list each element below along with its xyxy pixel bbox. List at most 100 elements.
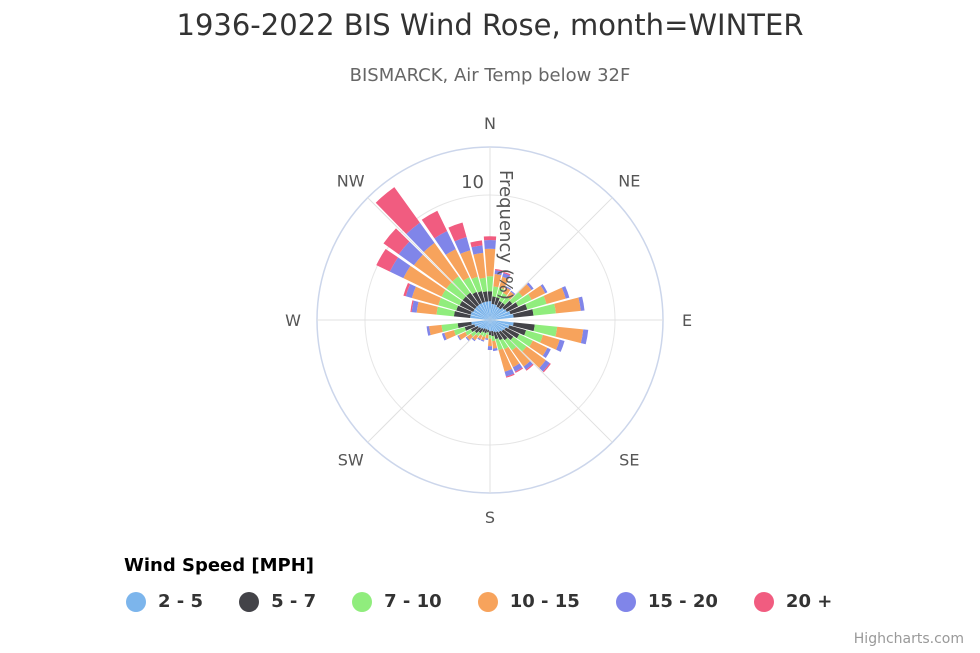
- wind-bar-segment[interactable]: [479, 320, 490, 329]
- wind-bar-segment[interactable]: [490, 304, 497, 320]
- wind-bar-segment[interactable]: [411, 300, 419, 313]
- wind-bar-segment[interactable]: [542, 363, 551, 373]
- wind-bar-segment[interactable]: [502, 296, 511, 305]
- wind-bar-segment[interactable]: [532, 303, 556, 316]
- wind-bar-segment[interactable]: [556, 339, 565, 352]
- wind-bar-segment[interactable]: [503, 271, 511, 276]
- wind-bar-segment[interactable]: [490, 320, 496, 333]
- wind-bar-segment[interactable]: [491, 296, 496, 305]
- wind-bar-segment[interactable]: [508, 325, 527, 336]
- wind-bar-segment[interactable]: [502, 273, 511, 279]
- wind-bar-segment[interactable]: [375, 187, 420, 235]
- wind-bar-segment[interactable]: [523, 361, 533, 370]
- wind-bar-segment[interactable]: [499, 292, 507, 303]
- wind-bar-segment[interactable]: [488, 334, 492, 339]
- wind-bar-segment[interactable]: [436, 306, 455, 317]
- wind-bar-segment[interactable]: [493, 331, 499, 340]
- wind-bar-segment[interactable]: [561, 286, 570, 299]
- wind-bar-segment[interactable]: [540, 334, 560, 350]
- legend-item-2-5[interactable]: 2 - 5: [126, 591, 203, 612]
- wind-bar-segment[interactable]: [522, 346, 546, 368]
- wind-bar-segment[interactable]: [476, 331, 481, 337]
- wind-bar-segment[interactable]: [496, 287, 504, 299]
- wind-bar-segment[interactable]: [488, 301, 492, 320]
- wind-bar-segment[interactable]: [460, 250, 478, 279]
- wind-bar-segment[interactable]: [459, 301, 475, 312]
- wind-bar-segment[interactable]: [525, 295, 547, 310]
- wind-bar-segment[interactable]: [528, 285, 546, 300]
- wind-bar-segment[interactable]: [389, 257, 411, 279]
- wind-bar-segment[interactable]: [542, 347, 551, 358]
- wind-bar-segment[interactable]: [493, 273, 502, 288]
- wind-rose-bars[interactable]: [375, 187, 589, 378]
- wind-bar-segment[interactable]: [498, 348, 513, 372]
- wind-bar-segment[interactable]: [490, 303, 494, 320]
- wind-bar-segment[interactable]: [410, 300, 414, 313]
- wind-bar-segment[interactable]: [458, 331, 468, 340]
- wind-bar-segment[interactable]: [486, 329, 489, 333]
- wind-bar-segment[interactable]: [485, 338, 489, 340]
- wind-bar-segment[interactable]: [434, 231, 456, 255]
- wind-bar-segment[interactable]: [490, 311, 511, 320]
- wind-bar-segment[interactable]: [490, 320, 514, 326]
- legend-item-20-plus[interactable]: 20 +: [753, 591, 832, 612]
- wind-bar-segment[interactable]: [487, 291, 493, 302]
- wind-bar-segment[interactable]: [441, 332, 447, 341]
- wind-bar-segment[interactable]: [512, 363, 523, 372]
- wind-bar-segment[interactable]: [509, 304, 528, 315]
- wind-bar-segment[interactable]: [498, 302, 505, 310]
- wind-bar-segment[interactable]: [471, 276, 482, 293]
- wind-bar-segment[interactable]: [471, 320, 490, 325]
- wind-bar-segment[interactable]: [376, 248, 399, 272]
- wind-bar-segment[interactable]: [453, 311, 471, 318]
- wind-bar-segment[interactable]: [509, 292, 523, 304]
- wind-bar-segment[interactable]: [491, 330, 494, 337]
- wind-bar-segment[interactable]: [513, 322, 535, 332]
- wind-bar-segment[interactable]: [487, 320, 490, 330]
- wind-bar-segment[interactable]: [454, 236, 471, 254]
- legend-item-15-20[interactable]: 15 - 20: [615, 591, 718, 612]
- wind-bar-segment[interactable]: [423, 242, 459, 282]
- legend-item-10-15[interactable]: 10 - 15: [477, 591, 580, 612]
- wind-bar-segment[interactable]: [496, 300, 502, 308]
- wind-bar-segment[interactable]: [403, 283, 411, 297]
- wind-bar-segment[interactable]: [477, 291, 485, 303]
- legend-item-7-10[interactable]: 7 - 10: [352, 591, 442, 612]
- wind-bar-segment[interactable]: [510, 290, 516, 295]
- wind-bar-segment[interactable]: [470, 311, 490, 320]
- wind-bar-segment[interactable]: [444, 330, 456, 340]
- wind-bar-segment[interactable]: [580, 329, 589, 345]
- wind-bar-segment[interactable]: [462, 296, 477, 310]
- wind-bar-segment[interactable]: [498, 330, 508, 341]
- wind-bar-segment[interactable]: [502, 300, 513, 310]
- wind-bar-segment[interactable]: [506, 291, 515, 300]
- wind-bar-segment[interactable]: [464, 324, 476, 331]
- wind-bar-segment[interactable]: [490, 320, 510, 329]
- wind-bar-segment[interactable]: [482, 291, 489, 302]
- wind-bar-segment[interactable]: [473, 252, 486, 279]
- wind-bar-segment[interactable]: [495, 331, 503, 341]
- wind-bar-segment[interactable]: [525, 363, 534, 371]
- wind-bar-segment[interactable]: [466, 333, 473, 341]
- wind-bar-segment[interactable]: [472, 291, 482, 305]
- wind-bar-segment[interactable]: [470, 330, 477, 337]
- wind-bar-segment[interactable]: [503, 287, 511, 296]
- wind-bar-segment[interactable]: [490, 314, 514, 320]
- wind-bar-segment[interactable]: [452, 276, 471, 296]
- wind-bar-segment[interactable]: [479, 303, 490, 320]
- wind-bar-segment[interactable]: [490, 320, 506, 330]
- wind-bar-segment[interactable]: [504, 327, 520, 339]
- credits-link[interactable]: Highcharts.com: [853, 631, 964, 647]
- wind-bar-segment[interactable]: [441, 323, 459, 332]
- wind-bar-segment[interactable]: [495, 338, 503, 351]
- wind-bar-segment[interactable]: [501, 329, 514, 341]
- wind-bar-segment[interactable]: [383, 228, 410, 255]
- wind-bar-segment[interactable]: [578, 296, 585, 311]
- wind-bar-segment[interactable]: [477, 337, 481, 341]
- wind-bar-segment[interactable]: [513, 309, 534, 318]
- wind-bar-segment[interactable]: [465, 336, 470, 341]
- wind-bar-segment[interactable]: [490, 307, 505, 320]
- wind-bar-segment[interactable]: [438, 297, 459, 311]
- wind-bar-segment[interactable]: [413, 254, 452, 289]
- wind-bar-segment[interactable]: [411, 286, 441, 306]
